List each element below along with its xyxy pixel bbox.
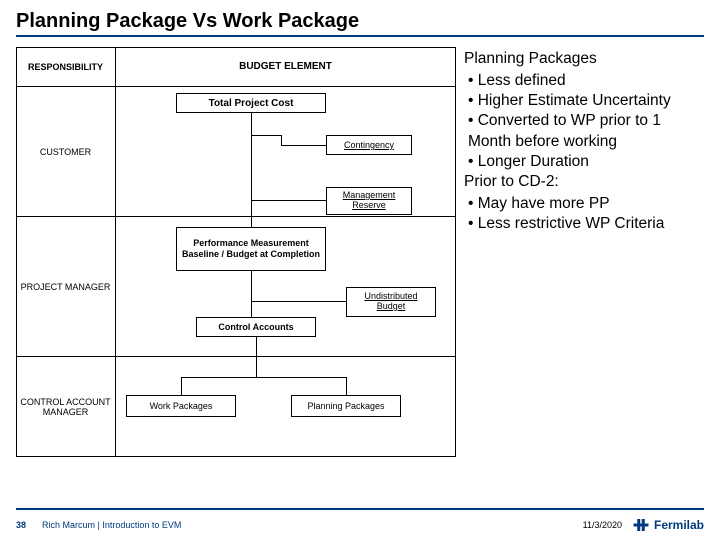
bullet-5: May have more PP	[468, 194, 704, 214]
bullet-1: Less defined	[468, 71, 704, 91]
footer-text: Rich Marcum | Introduction to EVM	[42, 520, 583, 530]
budget-diagram: RESPONSIBILITY CUSTOMER PROJECT MANAGER …	[16, 47, 456, 477]
title-underline	[16, 35, 704, 37]
ca-box: Control Accounts	[196, 317, 316, 337]
slide-title: Planning Package Vs Work Package	[16, 10, 704, 33]
fermilab-logo: Fermilab	[632, 518, 704, 532]
tpc-box: Total Project Cost	[176, 93, 326, 113]
pm-label: PROJECT MANAGER	[16, 217, 115, 357]
contingency-box: Contingency	[326, 135, 412, 155]
cam-label: CONTROL ACCOUNT MANAGER	[16, 357, 115, 456]
footer-date: 11/3/2020	[583, 520, 622, 530]
bullet-6: Less restrictive WP Criteria	[468, 214, 704, 234]
resp-header: RESPONSIBILITY	[16, 47, 115, 87]
pmb-box: Performance Measurement Baseline / Budge…	[176, 227, 326, 271]
bullet-4: Longer Duration	[468, 152, 704, 172]
mres-box: Management Reserve	[326, 187, 412, 215]
bullet-2: Higher Estimate Uncertainty	[468, 91, 704, 111]
text-hdr2: Prior to CD-2:	[464, 172, 704, 192]
text-hdr1: Planning Packages	[464, 49, 704, 69]
logo-text: Fermilab	[654, 518, 704, 532]
fermilab-icon	[632, 518, 650, 532]
bullet-3: Converted to WP prior to 1 Month before …	[468, 111, 704, 151]
page-number: 38	[16, 520, 26, 530]
customer-label: CUSTOMER	[16, 87, 115, 217]
undist-box: Undistributed Budget	[346, 287, 436, 317]
pp-box: Planning Packages	[291, 395, 401, 417]
wp-box: Work Packages	[126, 395, 236, 417]
budget-header: BUDGET ELEMENT	[116, 47, 455, 87]
text-content: Planning Packages Less defined Higher Es…	[464, 47, 704, 477]
footer-line	[16, 508, 704, 510]
